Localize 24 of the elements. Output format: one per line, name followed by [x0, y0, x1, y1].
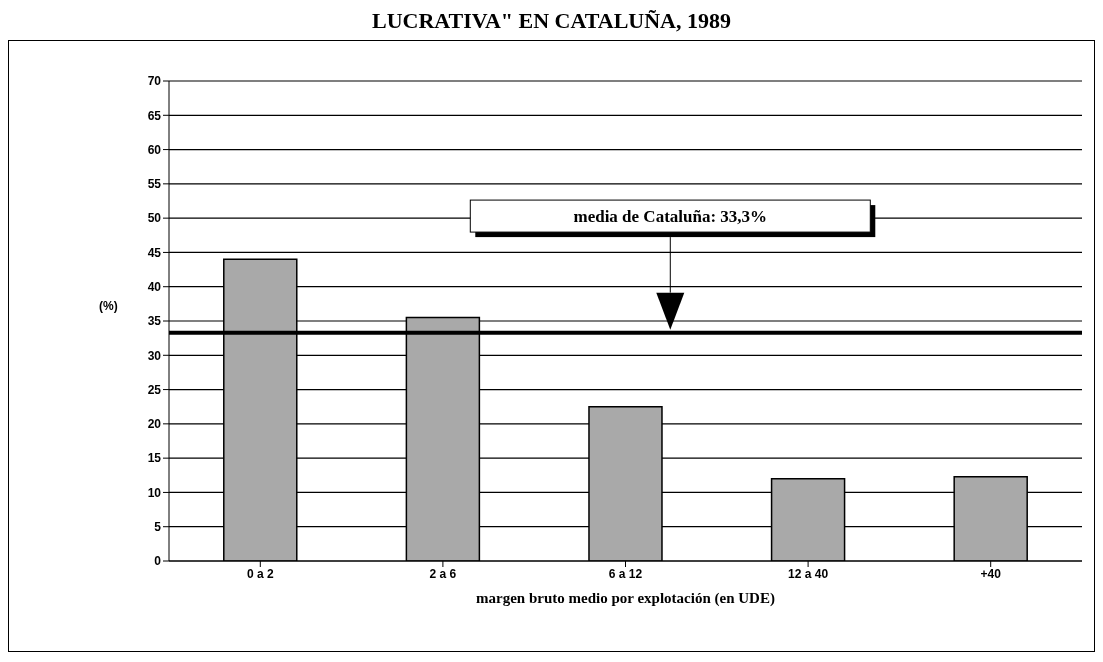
y-tick-label: 5 — [154, 519, 162, 534]
y-axis-title: (%) — [99, 299, 118, 313]
x-tick-label: 6 a 12 — [608, 566, 643, 581]
y-tick-label: 35 — [147, 314, 162, 329]
y-tick-label: 45 — [147, 245, 162, 260]
y-tick-label: 10 — [147, 485, 162, 500]
x-axis-title: margen bruto medio por explotación (en UDE) — [476, 590, 775, 607]
ref-line-label: media de Cataluña: 33,3% — [573, 207, 768, 227]
y-tick-label: 40 — [147, 279, 162, 294]
x-tick-label: 12 a 40 — [788, 566, 829, 581]
y-tick-label: 15 — [147, 451, 162, 466]
y-tick-label: 30 — [147, 348, 162, 363]
y-tick-label: 55 — [147, 177, 162, 192]
y-tick-label: 0 — [154, 554, 162, 569]
x-tick-label: 2 a 6 — [429, 566, 457, 581]
y-tick-label: 50 — [147, 211, 162, 226]
x-tick-label: 0 a 2 — [246, 566, 274, 581]
y-tick-label: 70 — [147, 74, 162, 89]
x-tick-label: +40 — [980, 566, 1002, 581]
y-tick-label: 65 — [147, 108, 162, 123]
y-tick-label: 25 — [147, 382, 162, 397]
y-tick-label: 20 — [147, 417, 162, 432]
y-tick-label: 60 — [147, 142, 162, 157]
chart-title: LUCRATIVA" EN CATALUÑA, 1989 — [371, 8, 732, 34]
